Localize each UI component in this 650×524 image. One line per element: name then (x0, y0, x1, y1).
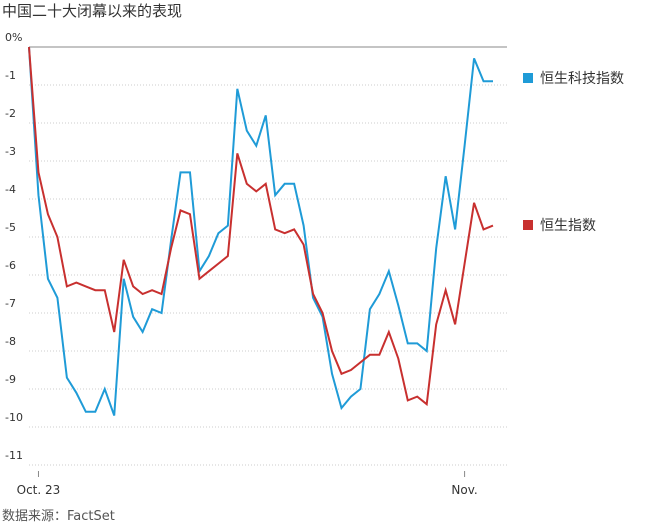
y-tick-label: -8 (5, 335, 16, 348)
x-tick-label: Oct. 23 (17, 483, 61, 497)
legend-label: 恒生科技指数 (540, 71, 624, 87)
x-tick-label: Nov. (451, 483, 477, 497)
y-tick-label: -10 (5, 411, 23, 424)
y-tick-label: -1 (5, 69, 16, 82)
legend-swatch (523, 73, 533, 83)
y-tick-label: -2 (5, 107, 16, 120)
line (28, 46, 494, 407)
y-tick-label: -11 (5, 449, 23, 462)
y-tick-label: -5 (5, 221, 16, 234)
y-tick-label: -4 (5, 183, 16, 196)
legend-label: 恒生指数 (540, 218, 596, 234)
y-tick-label: -3 (5, 145, 16, 158)
y-tick-label: -9 (5, 373, 16, 386)
legend-swatch (523, 220, 533, 230)
y-tick-label: -6 (5, 259, 16, 272)
y-tick-label: -7 (5, 297, 16, 310)
line (28, 46, 493, 416)
source: 数据来源：FactSet (2, 509, 115, 524)
y-tick-label: 0% (5, 31, 22, 44)
chart-title: 中国二十大闭幕以来的表现 (2, 2, 182, 20)
